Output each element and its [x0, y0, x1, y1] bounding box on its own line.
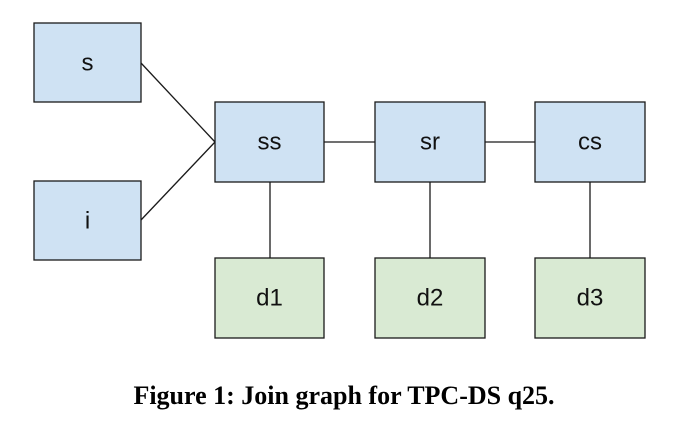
node-ss: ss: [214, 101, 325, 183]
node-ss-label: ss: [258, 129, 282, 156]
node-sr: sr: [374, 101, 486, 183]
node-d1-label: d1: [256, 285, 283, 312]
node-i: i: [33, 180, 142, 261]
node-d2-label: d2: [417, 285, 444, 312]
node-s: s: [33, 22, 142, 103]
node-s-label: s: [82, 50, 94, 77]
node-d1: d1: [214, 257, 325, 339]
node-sr-label: sr: [420, 129, 440, 156]
node-cs-label: cs: [578, 129, 602, 156]
edge-s-ss: [140, 62, 216, 143]
node-d2: d2: [374, 257, 486, 339]
edge-i-ss: [140, 141, 216, 221]
node-d3: d3: [534, 257, 646, 339]
figure-caption: Figure 1: Join graph for TPC-DS q25.: [133, 381, 555, 410]
node-i-label: i: [85, 208, 90, 235]
node-d3-label: d3: [577, 285, 604, 312]
join-graph-diagram: s i ss sr cs d1 d2 d3: [33, 22, 646, 339]
node-cs: cs: [534, 101, 646, 183]
